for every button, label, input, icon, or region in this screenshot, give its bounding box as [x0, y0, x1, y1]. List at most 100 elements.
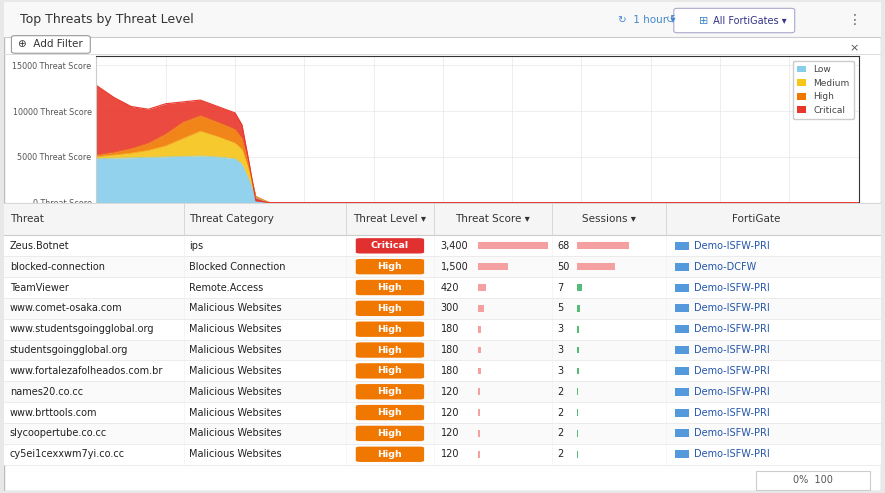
Text: Demo-ISFW-PRI: Demo-ISFW-PRI [694, 241, 770, 251]
Text: High: High [378, 366, 403, 375]
Text: All FortiGates ▾: All FortiGates ▾ [710, 15, 787, 26]
Text: blocked-connection: blocked-connection [10, 262, 104, 272]
Text: Top Threats by Threat Level: Top Threats by Threat Level [20, 13, 194, 26]
Text: Blocked Connection: Blocked Connection [189, 262, 286, 272]
FancyBboxPatch shape [356, 426, 424, 441]
Text: 3: 3 [558, 366, 564, 376]
Text: cy5ei1cexxwm7yi.co.cc: cy5ei1cexxwm7yi.co.cc [10, 449, 125, 459]
Text: Zeus.Botnet: Zeus.Botnet [10, 241, 69, 251]
Text: 68: 68 [558, 241, 570, 251]
Bar [478, 409, 480, 416]
Bar [674, 367, 689, 375]
FancyBboxPatch shape [356, 321, 424, 337]
Bar [674, 450, 689, 458]
Text: 2: 2 [558, 387, 564, 397]
Bar [674, 304, 689, 313]
FancyBboxPatch shape [356, 280, 424, 295]
Text: www.studentsgoingglobal.org: www.studentsgoingglobal.org [10, 324, 154, 334]
Text: 5: 5 [558, 303, 564, 314]
Text: FortiGate: FortiGate [732, 214, 780, 224]
Text: High: High [378, 304, 403, 313]
Text: High: High [378, 262, 403, 271]
Text: studentsgoingglobal.org: studentsgoingglobal.org [10, 345, 128, 355]
Bar [478, 305, 484, 312]
Text: 3,400: 3,400 [441, 241, 468, 251]
Text: 120: 120 [441, 428, 459, 438]
FancyBboxPatch shape [356, 238, 424, 253]
Text: 120: 120 [441, 408, 459, 418]
Text: Critical: Critical [371, 242, 409, 250]
Text: 180: 180 [441, 345, 459, 355]
Text: High: High [378, 450, 403, 459]
FancyBboxPatch shape [673, 8, 795, 33]
Bar [576, 430, 578, 437]
Text: ⊕  Add Filter: ⊕ Add Filter [19, 39, 83, 49]
FancyBboxPatch shape [356, 363, 424, 379]
Bar [576, 451, 578, 458]
Text: Demo-ISFW-PRI: Demo-ISFW-PRI [694, 345, 770, 355]
Text: names20.co.cc: names20.co.cc [10, 387, 83, 397]
Bar [576, 243, 629, 249]
Text: Demo-ISFW-PRI: Demo-ISFW-PRI [694, 449, 770, 459]
Bar [674, 387, 689, 396]
Text: 2: 2 [558, 428, 564, 438]
Text: Threat Level ▾: Threat Level ▾ [353, 214, 427, 224]
Bar [478, 243, 548, 249]
Bar [4, 402, 881, 423]
Text: Demo-ISFW-PRI: Demo-ISFW-PRI [694, 366, 770, 376]
FancyBboxPatch shape [356, 259, 424, 274]
Bar [4, 444, 881, 465]
Bar [4, 2, 881, 36]
Text: Demo-DCFW: Demo-DCFW [694, 262, 756, 272]
Text: High: High [378, 283, 403, 292]
Text: Malicious Websites: Malicious Websites [189, 324, 282, 334]
Text: ×: × [850, 43, 858, 53]
Text: slycoopertube.co.cc: slycoopertube.co.cc [10, 428, 107, 438]
Text: High: High [378, 387, 403, 396]
FancyBboxPatch shape [356, 405, 424, 420]
Bar [576, 368, 579, 374]
Text: 1,500: 1,500 [441, 262, 468, 272]
Bar [576, 388, 578, 395]
Bar [576, 326, 579, 333]
Bar [576, 305, 581, 312]
Text: Demo-ISFW-PRI: Demo-ISFW-PRI [694, 408, 770, 418]
Text: 50: 50 [558, 262, 570, 272]
Bar [478, 263, 509, 270]
Bar [478, 430, 480, 437]
Text: High: High [378, 325, 403, 334]
Bar [478, 451, 480, 458]
FancyBboxPatch shape [356, 342, 424, 358]
Bar [576, 347, 579, 353]
Text: 3: 3 [558, 345, 564, 355]
Bar [4, 319, 881, 340]
Text: Threat Score ▾: Threat Score ▾ [456, 214, 530, 224]
Text: ⊞: ⊞ [699, 15, 709, 26]
Bar [576, 263, 615, 270]
Bar [674, 325, 689, 333]
Text: Threat: Threat [10, 214, 43, 224]
Bar [478, 368, 481, 374]
FancyBboxPatch shape [356, 384, 424, 399]
Bar [674, 283, 689, 291]
FancyBboxPatch shape [12, 35, 90, 53]
Text: TeamViewer: TeamViewer [10, 282, 68, 292]
Text: 120: 120 [441, 449, 459, 459]
Text: www.fortalezafolheados.com.br: www.fortalezafolheados.com.br [10, 366, 163, 376]
Text: Demo-ISFW-PRI: Demo-ISFW-PRI [694, 387, 770, 397]
Bar [478, 347, 481, 353]
Bar [576, 409, 578, 416]
Bar [674, 346, 689, 354]
Text: Malicious Websites: Malicious Websites [189, 366, 282, 376]
Text: Malicious Websites: Malicious Websites [189, 428, 282, 438]
Text: High: High [378, 408, 403, 417]
Bar [4, 298, 881, 319]
Text: 300: 300 [441, 303, 459, 314]
Bar [4, 277, 881, 298]
Text: Threat Category: Threat Category [189, 214, 274, 224]
Text: Sessions ▾: Sessions ▾ [582, 214, 636, 224]
FancyBboxPatch shape [356, 447, 424, 462]
Text: Malicious Websites: Malicious Websites [189, 387, 282, 397]
Bar [4, 236, 881, 256]
Text: Malicious Websites: Malicious Websites [189, 303, 282, 314]
